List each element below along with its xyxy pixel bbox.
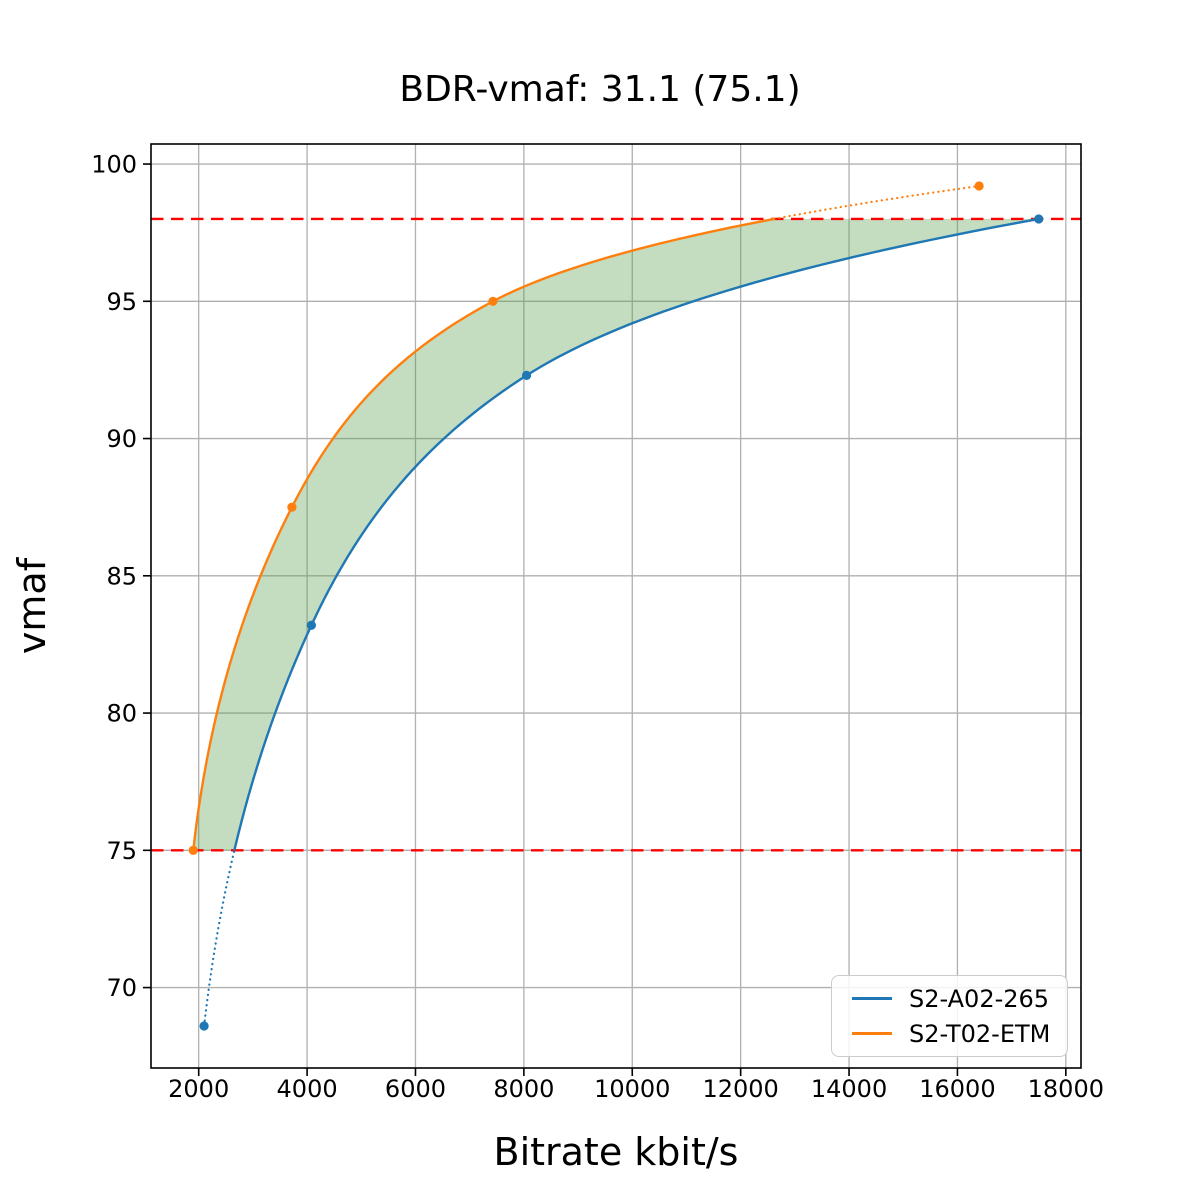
data-point-S2-A02-265: [306, 620, 317, 630]
x-axis-label: Bitrate kbit/s: [493, 1130, 739, 1174]
series-curve-dotted-S2-T02-ETM: [773, 184, 981, 221]
legend: S2-A02-265 S2-T02-ETM: [831, 975, 1068, 1057]
chart-title: BDR-vmaf: 31.1 (75.1): [399, 69, 801, 110]
y-tick-label: 85: [106, 562, 137, 590]
legend-line-sample: [852, 1032, 892, 1035]
y-tick-label: 75: [106, 837, 137, 865]
x-tick-label: 12000: [702, 1075, 778, 1103]
legend-label: S2-T02-ETM: [909, 1019, 1051, 1048]
y-tick-label: 70: [106, 974, 137, 1002]
bd-fill-area: [193, 218, 1039, 851]
x-tick-label: 6000: [385, 1075, 446, 1103]
y-axis-label: vmaf: [10, 557, 55, 655]
data-point-S2-A02-265: [1034, 214, 1044, 224]
series-curve-S2-A02-265: [233, 217, 1039, 851]
plot-border: [150, 143, 1082, 1069]
data-point-S2-T02-ETM: [287, 502, 297, 512]
data-point-S2-A02-265: [521, 370, 532, 381]
series-curve-dotted-S2-A02-265: [203, 849, 236, 1028]
x-tick-label: 8000: [493, 1075, 554, 1103]
legend-item: S2-T02-ETM: [852, 1022, 1061, 1046]
x-tick-label: 14000: [811, 1075, 887, 1103]
x-tick-label: 2000: [168, 1075, 229, 1103]
x-tick-label: 16000: [919, 1075, 995, 1103]
legend-item: S2-A02-265: [852, 987, 1061, 1011]
data-point-S2-T02-ETM: [974, 181, 984, 191]
data-point-S2-T02-ETM: [188, 845, 198, 855]
x-tick-label: 18000: [1028, 1075, 1104, 1103]
legend-line-sample: [852, 997, 892, 1000]
y-tick-label: 80: [106, 700, 137, 728]
data-point-S2-A02-265: [199, 1021, 209, 1031]
y-tick-label: 100: [91, 151, 137, 179]
x-tick-label: 10000: [594, 1075, 670, 1103]
legend-label: S2-A02-265: [909, 984, 1050, 1013]
y-tick-label: 90: [106, 425, 137, 453]
series-curve-S2-T02-ETM: [192, 217, 775, 851]
data-point-S2-T02-ETM: [488, 296, 498, 306]
x-tick-label: 4000: [277, 1075, 338, 1103]
y-tick-label: 95: [106, 288, 137, 316]
